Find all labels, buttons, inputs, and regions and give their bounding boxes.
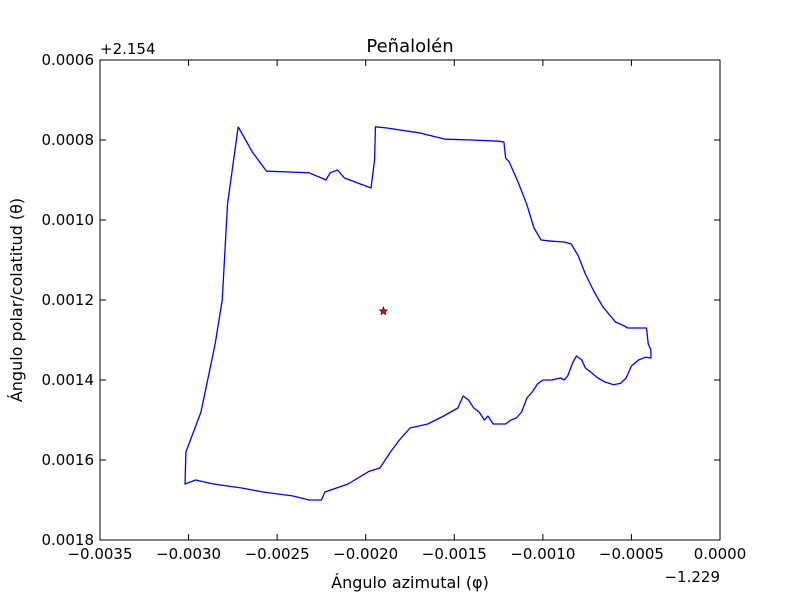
x-tick-label: −0.0005 — [599, 545, 664, 563]
y-tick-label: 0.0006 — [42, 51, 95, 69]
y-tick-label: 0.0014 — [42, 371, 95, 389]
y-tick-label: 0.0018 — [42, 531, 95, 549]
x-tick-label: −0.0015 — [422, 545, 487, 563]
y-axis-label: Ángulo polar/colatitud (θ) — [7, 198, 26, 402]
ticks: −0.0035 −0.0030 −0.0025 −0.0020 −0.0015 −0.00… — [42, 51, 747, 563]
boundary-line — [184, 126, 652, 501]
y-tick-label: 0.0012 — [42, 291, 95, 309]
y-offset-label: +2.154 — [100, 40, 156, 58]
plot-area — [184, 126, 652, 501]
x-axis-label: Ángulo azimutal (φ) — [331, 573, 489, 592]
x-tick-label: −0.0025 — [245, 545, 310, 563]
axes-frame — [99, 59, 721, 541]
x-tick-label: −0.0030 — [156, 545, 221, 563]
star-marker — [378, 306, 389, 316]
x-offset-label: −1.229 — [664, 568, 720, 586]
y-tick-label: 0.0016 — [42, 451, 95, 469]
y-tick-label: 0.0010 — [42, 211, 95, 229]
chart-title: Peñalolén — [366, 36, 453, 57]
y-tick-label: 0.0008 — [42, 131, 95, 149]
x-tick-label: −0.0020 — [333, 545, 398, 563]
x-tick-label: 0.0000 — [694, 545, 747, 563]
x-tick-label: −0.0035 — [67, 545, 132, 563]
x-tick-label: −0.0010 — [510, 545, 575, 563]
